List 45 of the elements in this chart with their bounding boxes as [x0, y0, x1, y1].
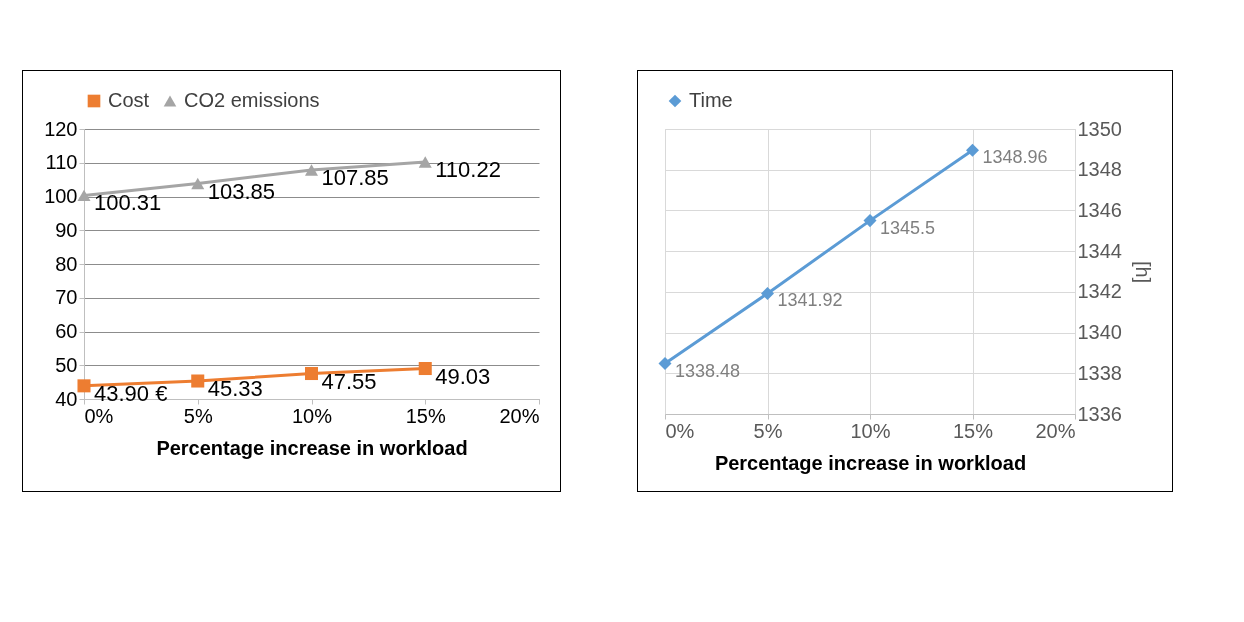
- x-axis-title: Percentage increase in workload: [714, 451, 1027, 474]
- data-label: 49.03: [435, 363, 491, 389]
- data-label: 45.33: [207, 376, 263, 402]
- y-tick-label: 40: [55, 387, 78, 410]
- x-axis-title: Percentage increase in workload: [156, 436, 468, 459]
- y-tick-label: 100: [44, 185, 78, 207]
- data-label: 103.85: [207, 178, 276, 204]
- x-tick-label: 15%: [952, 419, 994, 442]
- x-tick-label: 10%: [291, 404, 333, 427]
- data-label: 100.31: [94, 190, 162, 216]
- legend-label: Cost: [108, 89, 150, 111]
- x-tick-label: 0%: [84, 404, 114, 427]
- data-label: 47.55: [321, 368, 377, 394]
- data-label: 1345.5: [880, 217, 936, 238]
- data-label: 1341.92: [777, 290, 843, 311]
- y-tick-label: 80: [55, 252, 78, 275]
- x-tick-label: 10%: [850, 419, 891, 442]
- x-tick-label: 0%: [665, 419, 695, 442]
- data-label: 1338.48: [675, 360, 741, 381]
- y-tick-label: 90: [55, 218, 78, 241]
- y2-tick-label: 1340: [1077, 321, 1122, 344]
- data-label: 107.85: [321, 165, 389, 191]
- y2-tick-label: 1346: [1077, 198, 1122, 221]
- y2-tick-label: 1338: [1077, 361, 1122, 384]
- data-label: 110.22: [435, 157, 501, 183]
- y-tick-label: 60: [55, 320, 78, 342]
- y2-tick-label: 1342: [1077, 280, 1122, 303]
- legend-label: CO2 emissions: [184, 89, 320, 111]
- x-tick-label: 15%: [405, 404, 446, 427]
- x-tick-label: 5%: [183, 404, 213, 427]
- y-tick-label: 120: [44, 117, 78, 140]
- y2-tick-label: 1350: [1077, 117, 1122, 140]
- y2-tick-label: 1336: [1077, 402, 1122, 425]
- x-tick-label: 20%: [1035, 419, 1076, 442]
- y2-tick-label: 1344: [1077, 239, 1122, 262]
- x-tick-label: 20%: [499, 404, 540, 427]
- data-label: 43.90 €: [94, 380, 168, 406]
- x-tick-label: 5%: [753, 419, 783, 442]
- y2-tick-label: 1348: [1077, 158, 1122, 181]
- legend-label: Time: [689, 89, 733, 111]
- y-tick-label: 50: [55, 353, 78, 376]
- y2-axis-title: [h]: [1131, 260, 1154, 284]
- y-tick-label: 70: [55, 286, 78, 309]
- data-label: 1348.96: [982, 147, 1048, 168]
- y-tick-label: 110: [45, 151, 78, 174]
